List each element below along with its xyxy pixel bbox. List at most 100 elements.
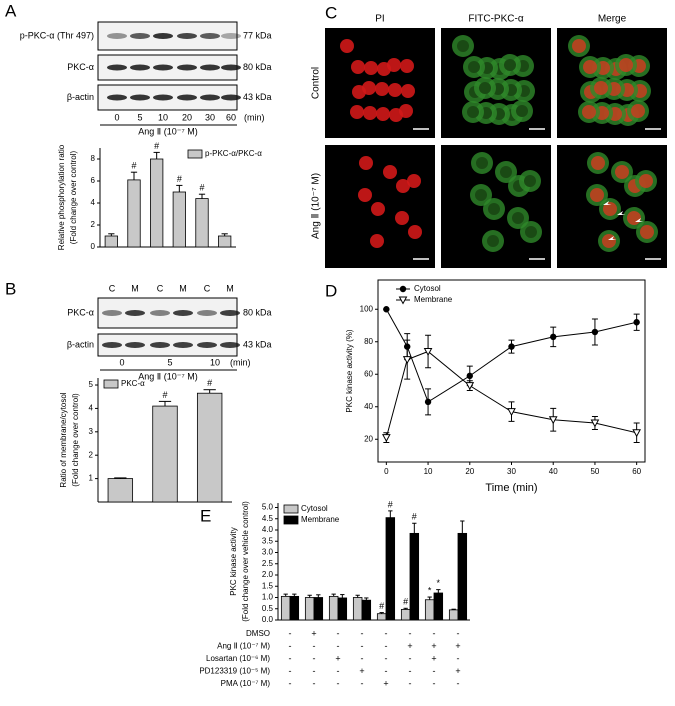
condition-sign: + <box>359 666 364 676</box>
blot-row-label: p-PKC-α (Thr 497) <box>20 30 94 40</box>
lane-label: 0 <box>114 112 119 122</box>
cell-nucleus <box>590 188 604 202</box>
blot-row-label: PKC-α <box>67 62 94 72</box>
condition-sign: - <box>361 653 364 663</box>
y-tick-label: 1.5 <box>262 581 274 590</box>
blot-band <box>130 94 150 101</box>
legend-swatch <box>103 379 119 389</box>
error-bar <box>388 510 393 518</box>
x-tick-label: 30 <box>507 467 516 476</box>
arrow <box>603 201 612 205</box>
cell-nucleus <box>407 174 421 188</box>
blot-band <box>221 64 241 71</box>
blot-band <box>153 64 173 71</box>
marker <box>423 348 433 357</box>
legend-label: Cytosol <box>301 504 328 513</box>
fraction-label: M <box>179 283 187 293</box>
arrow <box>608 236 617 240</box>
y-tick-label: 5 <box>89 380 94 389</box>
error-bar <box>307 594 312 598</box>
cell-nucleus <box>467 106 479 118</box>
error-bar <box>340 594 345 598</box>
condition-sign: - <box>385 653 388 663</box>
cell-nucleus <box>358 188 372 202</box>
marker <box>402 356 412 365</box>
bar <box>313 597 324 621</box>
cell-nucleus <box>615 165 629 179</box>
cell-nucleus <box>468 61 480 73</box>
x-tick-label: 10 <box>424 467 433 476</box>
treatment-label: Ang Ⅱ (10⁻⁷ M) <box>138 371 197 381</box>
blot-band <box>102 310 122 316</box>
fraction-label: C <box>157 283 164 293</box>
cell-nucleus <box>594 81 608 95</box>
error-bar <box>412 522 417 534</box>
y-tick-label: 3 <box>89 427 94 436</box>
error-bar <box>364 597 369 601</box>
condition-sign: - <box>337 666 340 676</box>
y-axis-label: PKC kinase activity <box>229 527 238 595</box>
error-bar <box>114 477 127 479</box>
cell-nucleus <box>371 202 385 216</box>
y-axis-label: (Fold change over vehicle control) <box>241 501 250 622</box>
significance-mark: # <box>403 597 408 607</box>
marker <box>590 419 600 428</box>
lane-label: 5 <box>137 112 142 122</box>
condition-sign: + <box>455 641 460 651</box>
cell-nucleus <box>408 225 422 239</box>
y-tick-label: 6 <box>91 176 96 185</box>
x-tick-label: 40 <box>549 467 558 476</box>
marker <box>507 408 516 417</box>
fraction-label: M <box>131 283 139 293</box>
marker <box>632 429 641 438</box>
cell-nucleus <box>351 60 365 74</box>
y-tick-label: 4.0 <box>262 525 274 534</box>
cell-nucleus <box>516 105 528 117</box>
significance-mark: # <box>412 512 417 522</box>
bar <box>361 599 372 621</box>
bar <box>280 595 291 621</box>
marker <box>466 372 473 380</box>
bar <box>150 158 164 248</box>
fraction-label: M <box>226 283 234 293</box>
condition-sign: - <box>361 678 364 688</box>
blot-band <box>153 33 173 39</box>
x-tick-label: 60 <box>632 467 641 476</box>
condition-sign: - <box>409 653 412 663</box>
blot-band <box>102 342 122 348</box>
lane-unit: (min) <box>244 112 265 122</box>
bar <box>304 597 315 621</box>
bar <box>337 597 348 621</box>
blot-band <box>125 310 145 316</box>
lane-label: 10 <box>158 112 168 122</box>
y-tick-label: 5.0 <box>262 503 274 512</box>
bar <box>385 517 396 621</box>
y-tick-label: 0.0 <box>262 615 274 624</box>
lane-label: 20 <box>182 112 192 122</box>
condition-sign: - <box>361 628 364 638</box>
cell-nucleus <box>603 202 617 216</box>
marker <box>382 434 391 443</box>
y-axis-label: Relative phosphorylation ratio <box>57 144 66 250</box>
error-bar <box>379 612 384 614</box>
bar <box>218 235 232 248</box>
error-bar <box>176 184 183 192</box>
bar <box>196 392 223 503</box>
blot-size: 80 kDa <box>243 307 272 317</box>
y-tick-label: 20 <box>364 434 373 443</box>
condition-sign: + <box>407 641 412 651</box>
blot-band <box>125 342 145 348</box>
bar <box>107 478 134 503</box>
significance-mark: # <box>177 174 182 184</box>
cell-nucleus <box>500 166 512 178</box>
panel-letter: C <box>325 3 337 22</box>
bar <box>195 198 209 248</box>
blot-band <box>130 64 150 71</box>
cell-nucleus <box>627 211 641 225</box>
legend-label: Membrane <box>414 295 453 304</box>
significance-mark: * <box>428 585 432 595</box>
error-bar <box>427 596 432 600</box>
significance-mark: # <box>131 161 136 171</box>
blot-band <box>173 342 193 348</box>
condition-sign: - <box>433 628 436 638</box>
